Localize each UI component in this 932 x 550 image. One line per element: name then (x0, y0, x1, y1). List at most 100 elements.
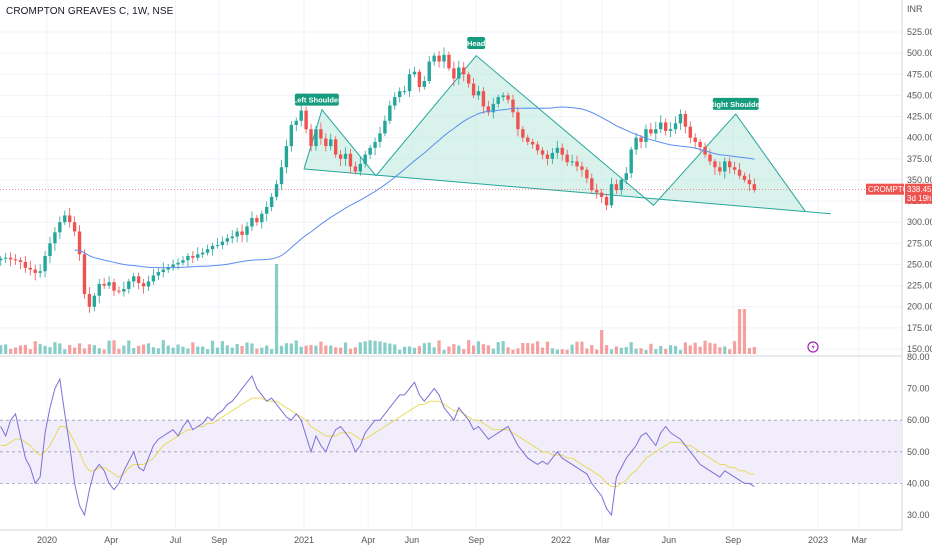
volume-bar (58, 343, 62, 354)
candle-body (595, 190, 599, 193)
candle-body (683, 113, 688, 127)
chart-title: CROMPTON GREAVES C, 1W, NSE (6, 6, 174, 17)
candle (466, 71, 471, 88)
price-axis: INR 525.00 500.00 475.00 450.00 425.00 400.00 3… (907, 4, 932, 520)
candle-body (713, 161, 717, 168)
time-axis: 2020 Apr Jul Sep 2021 Apr Jun Sep 2022 Mar Jun Sep 2… (37, 535, 867, 545)
volume-bar (417, 346, 421, 354)
candle-body (521, 129, 525, 138)
candle-body (678, 113, 683, 124)
candle-body (412, 71, 417, 75)
candle (535, 141, 540, 155)
candle (23, 256, 28, 273)
candle-body (644, 129, 648, 142)
candle-body (673, 123, 678, 130)
price-tick-label: 450.00 (907, 90, 932, 100)
volume-bar (240, 345, 244, 354)
candle-body (437, 55, 441, 62)
candle-body (156, 272, 161, 276)
candle (225, 233, 230, 246)
candle-body (668, 129, 673, 131)
candle-body (373, 141, 377, 148)
candle (619, 177, 624, 195)
time-tick-label: Mar (851, 535, 867, 545)
candle (530, 138, 535, 149)
candle-body (417, 71, 422, 87)
candle-body (215, 245, 220, 247)
candle-body (53, 232, 57, 244)
volume-bar (422, 343, 426, 354)
candle (63, 210, 67, 226)
rsi-tick-label: 70.00 (907, 384, 930, 394)
volume-bar (516, 348, 520, 354)
candle-body (590, 178, 594, 191)
candle-body (516, 112, 520, 130)
volume-bar (191, 342, 195, 354)
candle-body (727, 161, 732, 168)
volume-bar (166, 345, 170, 354)
candle (200, 248, 205, 258)
volume-bar (688, 345, 692, 354)
volume-bar (334, 347, 338, 354)
volume-bar (496, 342, 500, 354)
candle (33, 264, 37, 281)
candle-body (87, 294, 92, 307)
volume-bar (279, 345, 284, 354)
price-tick-label: 150.00 (907, 344, 932, 354)
candle (407, 68, 412, 98)
volume-bar (545, 341, 550, 354)
volume-bar (407, 346, 412, 354)
candle (609, 177, 614, 209)
candle (732, 161, 737, 175)
earnings-event-icon (807, 341, 819, 353)
volume-bar (629, 342, 633, 354)
candle (240, 224, 244, 243)
candle-body (629, 149, 633, 174)
volume-bar (708, 342, 712, 354)
volume-bar (403, 346, 407, 354)
rsi-tick-label: 80.00 (907, 352, 930, 362)
candle-body (309, 129, 313, 147)
volume-bar (73, 347, 77, 354)
volume-bar (619, 347, 623, 354)
volume-bar (225, 345, 229, 354)
candle (151, 268, 156, 285)
volume-bar (299, 346, 303, 354)
candle (388, 100, 392, 125)
candle (353, 161, 358, 175)
candle-body (250, 217, 254, 227)
volume-bar (220, 341, 224, 354)
candle-body (294, 120, 298, 125)
candle (476, 85, 481, 100)
candle (77, 225, 82, 261)
candle-body (466, 74, 471, 84)
volume-bar (245, 342, 249, 354)
rsi-tick-label: 60.00 (907, 415, 930, 425)
time-tick-label: Apr (361, 535, 375, 545)
candle-body (358, 163, 362, 172)
volume-bar (491, 348, 495, 354)
candle (560, 143, 564, 161)
candle-body (634, 137, 638, 150)
candle-body (614, 184, 619, 191)
candle (378, 126, 382, 148)
candle (540, 147, 545, 160)
candle (614, 179, 619, 195)
head-shoulders-fill (304, 55, 806, 212)
time-tick-label: 2022 (551, 535, 571, 545)
time-tick-label: 2020 (37, 535, 57, 545)
candle-body (13, 259, 18, 261)
candle (72, 216, 77, 237)
candle (141, 278, 146, 294)
volume-bar (590, 345, 594, 354)
volume-bar (181, 346, 185, 354)
volume-bar (476, 341, 481, 354)
candle-body (343, 153, 348, 159)
candle-body (8, 257, 13, 260)
volume-bar (462, 349, 466, 354)
candle-body (639, 137, 643, 142)
rsi-line (0, 375, 755, 517)
volume-bar (68, 345, 72, 354)
